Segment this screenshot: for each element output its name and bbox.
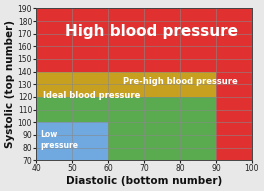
Text: Ideal blood pressure: Ideal blood pressure	[44, 91, 141, 100]
Text: High blood pressure: High blood pressure	[65, 24, 238, 39]
Text: Low
pressure: Low pressure	[40, 130, 78, 150]
Y-axis label: Systolic (top number): Systolic (top number)	[5, 20, 15, 148]
X-axis label: Diastolic (bottom number): Diastolic (bottom number)	[66, 176, 222, 186]
Bar	[36, 122, 108, 160]
Bar	[36, 72, 216, 160]
Bar	[36, 97, 216, 160]
Text: Pre-high blood pressure: Pre-high blood pressure	[122, 77, 237, 86]
